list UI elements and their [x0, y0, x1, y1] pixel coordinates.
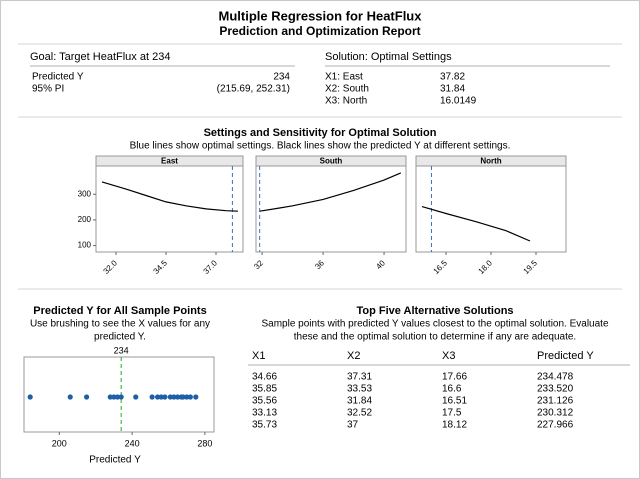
dot: [67, 394, 73, 400]
dot: [154, 394, 161, 400]
report-subtitle: Prediction and Optimization Report: [219, 24, 420, 38]
table-cell: 17.66: [442, 372, 467, 383]
table-cell: 35.56: [252, 396, 277, 407]
dot-plot-title: Predicted Y for All Sample Points: [33, 305, 206, 317]
table-cell: 34.66: [252, 372, 277, 383]
solution-value: 31.84: [440, 84, 465, 95]
table-cell: 227.966: [537, 420, 574, 431]
column-header: X3: [442, 350, 455, 362]
column-header: X2: [347, 350, 360, 362]
reference-label: 234: [114, 345, 129, 355]
response-line: [421, 206, 531, 242]
dot: [167, 394, 173, 400]
alternatives-title: Top Five Alternative Solutions: [356, 305, 513, 317]
panel-name: South: [320, 157, 343, 166]
dot: [133, 394, 139, 400]
table-cell: 37: [347, 420, 359, 431]
dot-plot-box: [23, 356, 215, 433]
dot: [180, 394, 186, 400]
table-cell: 17.5: [442, 408, 462, 419]
solution-value: 16.0149: [440, 96, 477, 107]
dot: [158, 394, 164, 400]
table-cell: 230.312: [537, 408, 574, 419]
panel-name: East: [161, 157, 178, 166]
solution-label: X2: South: [325, 84, 369, 95]
sensitivity-title: Settings and Sensitivity for Optimal Sol…: [204, 127, 437, 139]
y-tick-label: 200: [78, 215, 92, 224]
y-tick-label: 300: [78, 189, 92, 198]
dot: [171, 394, 177, 400]
panel-box: [415, 165, 567, 253]
response-line: [101, 181, 239, 212]
table-cell: 33.13: [252, 408, 277, 419]
x-tick-label: 200: [52, 438, 67, 448]
table-cell: 16.51: [442, 396, 467, 407]
response-line: [259, 172, 402, 212]
solution-value: 37.82: [440, 72, 465, 83]
table-cell: 37.31: [347, 372, 372, 383]
dot: [27, 394, 33, 400]
table-cell: 35.73: [252, 420, 277, 431]
sensitivity-subtitle: Blue lines show optimal settings. Black …: [130, 141, 511, 152]
dot: [193, 394, 199, 400]
table-cell: 234.478: [537, 372, 574, 383]
dot: [184, 394, 190, 400]
table-cell: 32.52: [347, 408, 372, 419]
table-cell: 33.53: [347, 384, 372, 395]
solution-label: X1: East: [325, 72, 363, 83]
table-cell: 231.126: [537, 396, 574, 407]
y-tick-label: 100: [78, 241, 92, 250]
dot: [107, 394, 113, 400]
x-tick-label: 280: [197, 438, 212, 448]
goal-value: 234: [273, 72, 290, 83]
dot: [175, 394, 181, 400]
column-header: X1: [252, 350, 265, 362]
goal-label: 95% PI: [32, 84, 64, 95]
dot: [118, 394, 124, 400]
panel-box: [95, 165, 244, 253]
table-cell: 233.520: [537, 384, 574, 395]
dot: [114, 394, 121, 400]
solution-heading: Solution: Optimal Settings: [325, 51, 452, 63]
solution-label: X3: North: [325, 96, 367, 107]
alternatives-subtitle: Sample points with predicted Y values cl…: [261, 319, 608, 330]
dot: [162, 394, 168, 400]
x-axis-label: Predicted Y: [89, 455, 141, 466]
dot-plot-subtitle: predicted Y.: [94, 332, 146, 343]
column-header: Predicted Y: [537, 350, 594, 362]
dot: [149, 394, 155, 400]
goal-value: (215.69, 252.31): [217, 84, 290, 95]
panel-name: North: [480, 157, 501, 166]
table-cell: 16.6: [442, 384, 462, 395]
goal-heading: Goal: Target HeatFlux at 234: [30, 51, 170, 63]
x-tick-label: 240: [125, 438, 140, 448]
table-cell: 35.85: [252, 384, 277, 395]
dot: [111, 394, 117, 400]
table-cell: 31.84: [347, 396, 372, 407]
alternatives-subtitle: these and the optimal solution to determ…: [294, 332, 576, 343]
table-cell: 18.12: [442, 420, 467, 431]
panel-box: [255, 165, 407, 253]
dot: [187, 394, 193, 400]
goal-label: Predicted Y: [32, 72, 84, 83]
dot: [84, 394, 90, 400]
report-title: Multiple Regression for HeatFlux: [219, 8, 423, 23]
dot-plot-subtitle: Use brushing to see the X values for any: [30, 319, 210, 330]
